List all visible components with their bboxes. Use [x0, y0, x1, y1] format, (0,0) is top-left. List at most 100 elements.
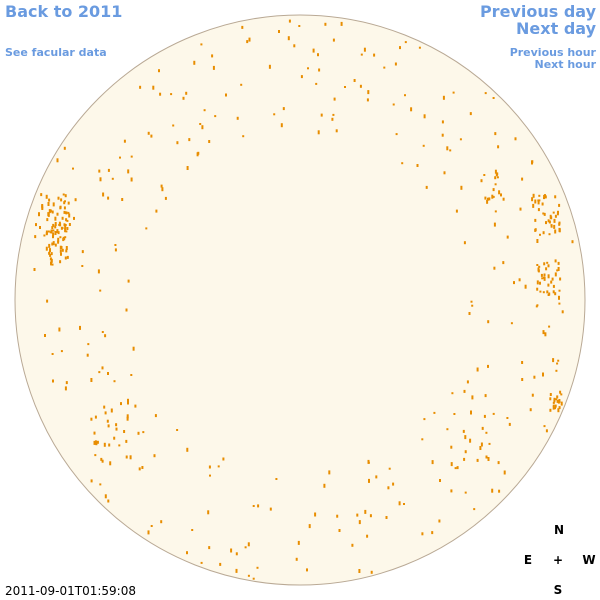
facula [558, 227, 561, 232]
facula [211, 54, 214, 58]
facula [446, 146, 449, 151]
facula [454, 467, 457, 470]
facula [86, 353, 89, 357]
facula [549, 397, 552, 401]
facula [52, 223, 55, 227]
facula [548, 233, 551, 236]
facula [543, 262, 546, 266]
facula [366, 534, 369, 538]
facula [332, 113, 335, 116]
previous-day-link[interactable]: Previous day [480, 2, 597, 21]
facula [60, 246, 63, 249]
facula [63, 223, 66, 227]
facula [492, 97, 495, 99]
facula [487, 320, 490, 324]
facula [275, 478, 278, 480]
facula [115, 423, 118, 427]
facula [559, 277, 562, 281]
facula [65, 381, 68, 385]
facula [278, 30, 280, 33]
facula [558, 295, 560, 300]
facula [318, 68, 321, 72]
facula [114, 244, 117, 246]
facula [539, 290, 542, 293]
facula [558, 221, 561, 225]
facula [61, 216, 64, 220]
facula [554, 272, 557, 277]
facula [373, 53, 376, 57]
facula [79, 325, 81, 330]
facula [94, 454, 97, 457]
facula [219, 562, 222, 566]
facula [546, 261, 549, 264]
facula [557, 261, 560, 265]
facula [293, 44, 296, 48]
facula [451, 392, 454, 395]
facula [514, 137, 517, 141]
facula [546, 290, 549, 294]
facula [114, 248, 117, 252]
next-hour-link[interactable]: Next hour [535, 58, 597, 71]
facula [49, 248, 51, 253]
facula [66, 227, 69, 230]
facula [208, 546, 211, 550]
facula [367, 459, 370, 464]
facula [317, 130, 320, 135]
facula [452, 91, 455, 94]
facula [492, 195, 495, 198]
facula [64, 228, 67, 233]
facula [480, 442, 483, 447]
facula [450, 462, 453, 467]
facula [46, 299, 49, 303]
facula [64, 194, 67, 198]
facula [58, 221, 61, 225]
facula [39, 226, 41, 229]
facula [441, 133, 444, 137]
facula [353, 79, 356, 82]
facula [48, 209, 51, 214]
facula [33, 268, 36, 271]
previous-hour-link[interactable]: Previous hour [510, 46, 597, 59]
facula [455, 209, 458, 213]
back-link[interactable]: Back to 2011 [5, 2, 122, 21]
facula [58, 327, 61, 332]
facula [462, 429, 465, 433]
facula [438, 519, 441, 523]
facular-link[interactable]: See facular data [5, 46, 107, 59]
facula [555, 398, 558, 401]
facula [51, 226, 54, 230]
facula [463, 457, 466, 461]
facula [494, 169, 497, 174]
facula [539, 233, 541, 236]
facula [256, 566, 259, 569]
facula [65, 246, 68, 250]
facula [513, 281, 515, 285]
next-day-link[interactable]: Next day [516, 19, 597, 38]
facula [502, 197, 505, 201]
facula [51, 353, 54, 355]
facula [494, 183, 497, 186]
facula [548, 292, 551, 296]
facula [331, 117, 334, 121]
facula [63, 210, 66, 214]
facula [431, 531, 434, 535]
facula [248, 37, 251, 42]
facula [49, 209, 52, 213]
facula [150, 525, 153, 527]
facula [109, 461, 112, 466]
facula [534, 218, 537, 222]
facula [553, 218, 556, 223]
facula [308, 524, 311, 529]
facula [268, 64, 271, 69]
facula [367, 90, 370, 95]
facula [186, 166, 189, 170]
compass-center: + [553, 553, 563, 567]
facula [51, 242, 54, 246]
facula [464, 435, 467, 440]
facula [486, 199, 489, 204]
facula [358, 569, 361, 573]
facula [209, 474, 211, 477]
facula [500, 193, 502, 197]
facula [552, 284, 555, 288]
